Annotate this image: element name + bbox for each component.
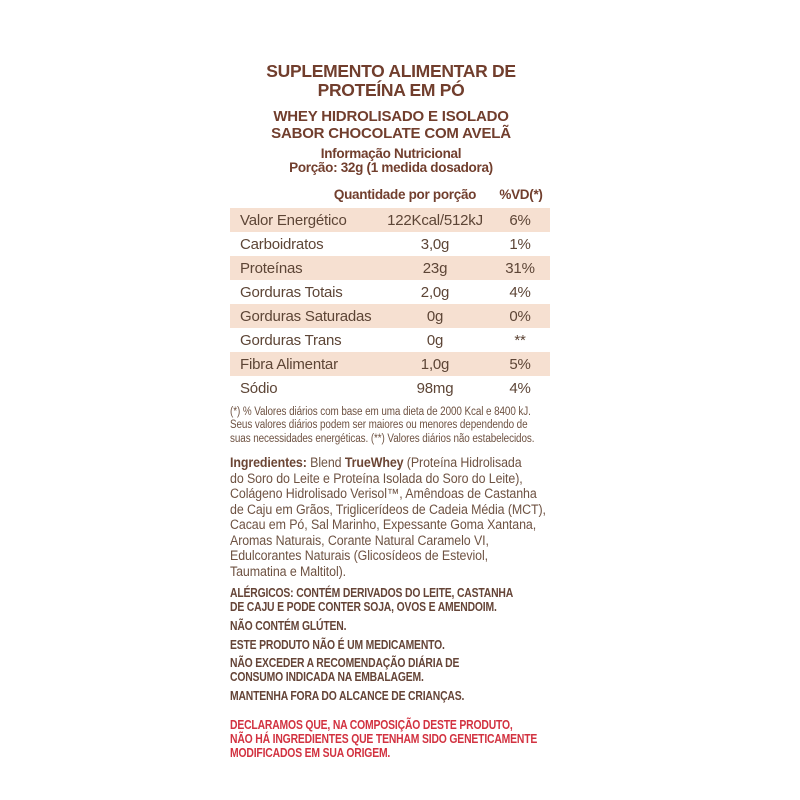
nutrition-label: SUPLEMENTO ALIMENTAR DE PROTEÍNA EM PÓ W…	[230, 62, 578, 761]
nutrition-table-body: Valor Energético 122Kcal/512kJ 6% Carboi…	[230, 208, 550, 400]
gmo-declaration: DECLARAMOS QUE, NA COMPOSIÇÃO DESTE PROD…	[230, 717, 538, 761]
product-subtitle-line1: WHEY HIDROLISADO E ISOLADO	[273, 108, 509, 125]
nutrition-table: Quantidade por porção %VD(*) Valor Energ…	[230, 187, 550, 400]
ingredients-list: (Proteína Hidrolisada do Soro do Leite e…	[230, 455, 546, 579]
nutrient-name: Gorduras Totais	[240, 283, 343, 301]
nutrient-amount: 3,0g	[420, 235, 450, 253]
nutrient-amount: 122Kcal/512kJ	[387, 211, 483, 229]
nutrient-name: Valor Energético	[240, 211, 347, 229]
not-medicine-statement: ESTE PRODUTO NÃO É UM MEDICAMENTO.	[230, 637, 445, 652]
table-row: Sódio 98mg 4%	[230, 376, 550, 400]
nutrient-dv: 1%	[509, 235, 531, 253]
nutrient-name: Gorduras Trans	[240, 331, 342, 349]
allergen-warning: ALÉRGICOS: CONTÉM DERIVADOS DO LEITE, CA…	[230, 586, 514, 615]
nutrition-info-title: Informação Nutricional	[320, 146, 462, 161]
nutrition-table-header: Quantidade por porção %VD(*)	[230, 187, 550, 204]
ingredients-pre-brand: Blend	[306, 455, 345, 471]
product-title-line1: SUPLEMENTO ALIMENTAR DE	[266, 61, 516, 81]
nutrient-name: Fibra Alimentar	[240, 355, 338, 373]
nutrient-amount: 23g	[422, 259, 448, 277]
label-header: SUPLEMENTO ALIMENTAR DE PROTEÍNA EM PÓ W…	[230, 62, 552, 174]
nutrient-dv: 6%	[509, 211, 531, 229]
table-row: Carboidratos 3,0g 1%	[230, 232, 550, 256]
nutrient-dv: 0%	[509, 307, 531, 325]
ingredients-brand-name: TrueWhey	[344, 455, 404, 471]
table-row: Gorduras Saturadas 0g 0%	[230, 304, 550, 328]
serving-size: Porção: 32g (1 medida dosadora)	[289, 159, 493, 175]
warnings-section: ALÉRGICOS: CONTÉM DERIVADOS DO LEITE, CA…	[230, 586, 578, 704]
nutrient-amount: 0g	[426, 307, 444, 325]
gluten-free-statement: NÃO CONTÉM GLÚTEN.	[230, 618, 347, 633]
product-title-line2: PROTEÍNA EM PÓ	[317, 80, 465, 100]
nutrient-name: Gorduras Saturadas	[240, 307, 372, 325]
product-subtitle: WHEY HIDROLISADO E ISOLADO SABOR CHOCOLA…	[230, 108, 552, 142]
daily-intake-warning: NÃO EXCEDER A RECOMENDAÇÃO DIÁRIA DE CON…	[230, 656, 460, 685]
column-header-dv: %VD(*)	[499, 187, 543, 202]
column-header-amount: Quantidade por porção	[333, 187, 477, 202]
daily-values-footnote: (*) % Valores diários com base em uma di…	[230, 406, 535, 445]
table-row: Gorduras Trans 0g **	[230, 328, 550, 352]
nutrient-name: Proteínas	[240, 259, 303, 277]
nutrition-info-heading: Informação Nutricional Porção: 32g (1 me…	[230, 147, 552, 174]
nutrient-dv: 31%	[505, 259, 535, 277]
ingredients-label: Ingredientes:	[230, 455, 307, 471]
product-title: SUPLEMENTO ALIMENTAR DE PROTEÍNA EM PÓ	[230, 62, 552, 100]
nutrient-amount: 1,0g	[420, 355, 450, 373]
nutrient-dv: **	[514, 331, 526, 349]
table-row: Proteínas 23g 31%	[230, 256, 550, 280]
nutrient-amount: 0g	[426, 331, 444, 349]
nutrient-amount: 98mg	[416, 379, 454, 397]
product-subtitle-line2: SABOR CHOCOLATE COM AVELÃ	[271, 125, 511, 142]
nutrient-dv: 4%	[509, 283, 531, 301]
ingredients-paragraph: Ingredientes: Blend TrueWhey (Proteína H…	[230, 455, 584, 579]
nutrient-dv: 4%	[509, 379, 531, 397]
table-row: Valor Energético 122Kcal/512kJ 6%	[230, 208, 550, 232]
table-row: Gorduras Totais 2,0g 4%	[230, 280, 550, 304]
table-row: Fibra Alimentar 1,0g 5%	[230, 352, 550, 376]
nutrient-name: Carboidratos	[240, 235, 324, 253]
nutrient-name: Sódio	[240, 379, 278, 397]
nutrient-amount: 2,0g	[420, 283, 450, 301]
nutrient-dv: 5%	[509, 355, 531, 373]
keep-away-children-warning: MANTENHA FORA DO ALCANCE DE CRIANÇAS.	[230, 689, 465, 703]
